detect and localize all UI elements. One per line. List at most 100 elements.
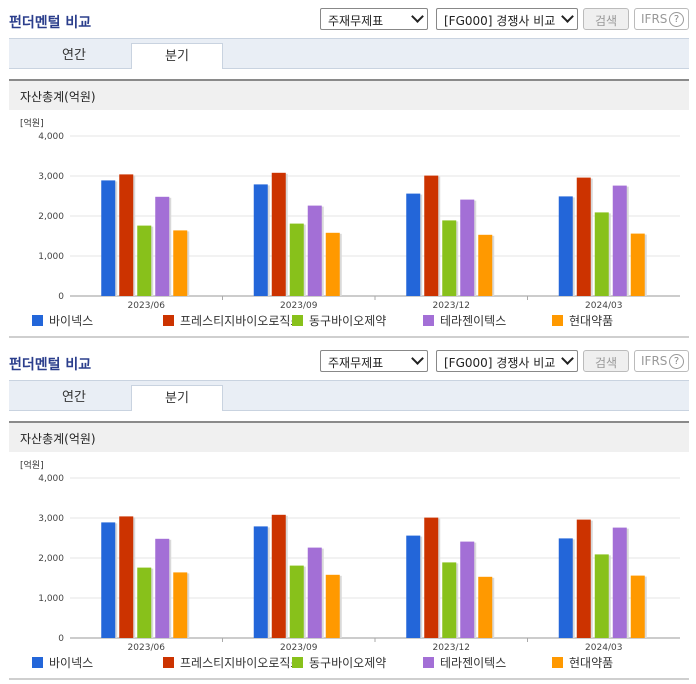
bar [558,538,573,638]
legend-item[interactable]: 바이넥스 [32,654,93,671]
bar [576,177,591,296]
bar [558,196,573,296]
asset-bar-chart: [억원] 0 1,000 2,000 3,000 4,000 2023/06 2023/09 2… [20,459,680,653]
bar [406,535,421,638]
legend-label: 동구바이오제약 [309,314,387,328]
bar [155,196,170,296]
bar [137,225,152,296]
help-icon: ? [669,12,684,27]
y-tick-label: 1,000 [38,252,64,262]
legend-swatch [32,315,43,326]
chart-legend: 바이넥스 프레스티지바이오로직스 동구바이오제약 테라젠이텍스 현대약품 [0,654,696,672]
x-tick-label: 2024/03 [585,301,622,311]
legend-swatch [423,657,434,668]
bar [307,205,322,296]
compare-select[interactable]: [FG000] 경쟁사 비교 [436,350,578,372]
section-title: 자산총계(억원) [20,90,96,104]
chevron-down-icon [411,10,424,23]
bar [289,223,304,296]
compare-select-value: [FG000] 경쟁사 비교 [444,14,556,28]
statement-select[interactable]: 주재무제표 [320,8,428,30]
ifrs-label: IFRS [641,12,668,26]
bar [442,220,457,296]
bar [424,175,439,296]
statement-select-value: 주재무제표 [328,356,384,370]
legend-swatch [423,315,434,326]
bar [119,516,134,638]
ifrs-button[interactable]: IFRS? [634,8,689,30]
x-tick-label: 2023/12 [433,643,470,653]
section-header: 자산총계(억원) [9,79,689,110]
bar [101,180,116,296]
legend-label: 현대약품 [569,656,614,670]
section-title: 자산총계(억원) [20,432,96,446]
bar [307,547,322,638]
y-tick-label: 2,000 [38,554,64,564]
legend-item[interactable]: 테라젠이텍스 [423,654,506,671]
legend-item[interactable]: 프레스티지바이오로직스 [163,312,301,329]
tab-annual[interactable]: 연간 [62,48,86,63]
bar [424,517,439,638]
legend-swatch [292,315,303,326]
help-icon: ? [669,354,684,369]
bar [594,554,609,638]
x-tick-label: 2023/12 [433,301,470,311]
bar [253,526,268,638]
bar [460,199,475,296]
bar [630,233,645,296]
panel-divider [9,336,689,338]
tab-annual[interactable]: 연간 [62,390,86,405]
legend-item[interactable]: 현대약품 [552,654,613,671]
chevron-down-icon [561,10,574,23]
compare-select-value: [FG000] 경쟁사 비교 [444,356,556,370]
bar [612,185,627,296]
statement-select[interactable]: 주재무제표 [320,350,428,372]
legend-item[interactable]: 바이넥스 [32,312,93,329]
bar [253,184,268,296]
legend-item[interactable]: 테라젠이텍스 [423,312,506,329]
legend-label: 바이넥스 [49,314,94,328]
legend-label: 프레스티지바이오로직스 [180,314,302,328]
panel-title: 펀더멘털 비교 [9,15,92,31]
y-unit-label: [억원] [20,459,44,471]
bar [630,575,645,638]
legend-swatch [552,657,563,668]
legend-label: 테라젠이텍스 [440,656,507,670]
ifrs-label: IFRS [641,354,668,368]
bar [173,230,188,296]
statement-select-value: 주재무제표 [328,14,384,28]
bar [271,514,286,638]
bar [325,574,340,638]
tab-quarterly[interactable]: 분기 [131,385,223,411]
bar [576,519,591,638]
y-tick-label: 4,000 [38,132,64,142]
legend-item[interactable]: 동구바이오제약 [292,312,386,329]
compare-select[interactable]: [FG000] 경쟁사 비교 [436,8,578,30]
bar [101,522,116,638]
legend-swatch [292,657,303,668]
bar [442,562,457,638]
ifrs-button[interactable]: IFRS? [634,350,689,372]
period-tabs: 연간 분기 [9,380,689,411]
bar [173,572,188,638]
panel-divider [9,678,689,680]
legend-swatch [32,657,43,668]
legend-item[interactable]: 프레스티지바이오로직스 [163,654,301,671]
asset-bar-chart: [억원] 0 1,000 2,000 3,000 4,000 2023/06 2023/09 2… [20,117,680,311]
legend-item[interactable]: 현대약품 [552,312,613,329]
tab-quarterly[interactable]: 분기 [131,43,223,69]
bar [460,541,475,638]
legend-swatch [163,315,174,326]
search-button[interactable]: 검색 [583,8,629,30]
legend-swatch [163,657,174,668]
legend-label: 바이넥스 [49,656,94,670]
y-tick-label: 4,000 [38,474,64,484]
search-button[interactable]: 검색 [583,350,629,372]
x-tick-label: 2023/09 [280,301,318,311]
x-tick-label: 2023/06 [128,301,166,311]
bar [478,234,493,296]
y-tick-label: 1,000 [38,594,64,604]
section-header: 자산총계(억원) [9,421,689,452]
period-tabs: 연간 분기 [9,38,689,69]
legend-item[interactable]: 동구바이오제약 [292,654,386,671]
